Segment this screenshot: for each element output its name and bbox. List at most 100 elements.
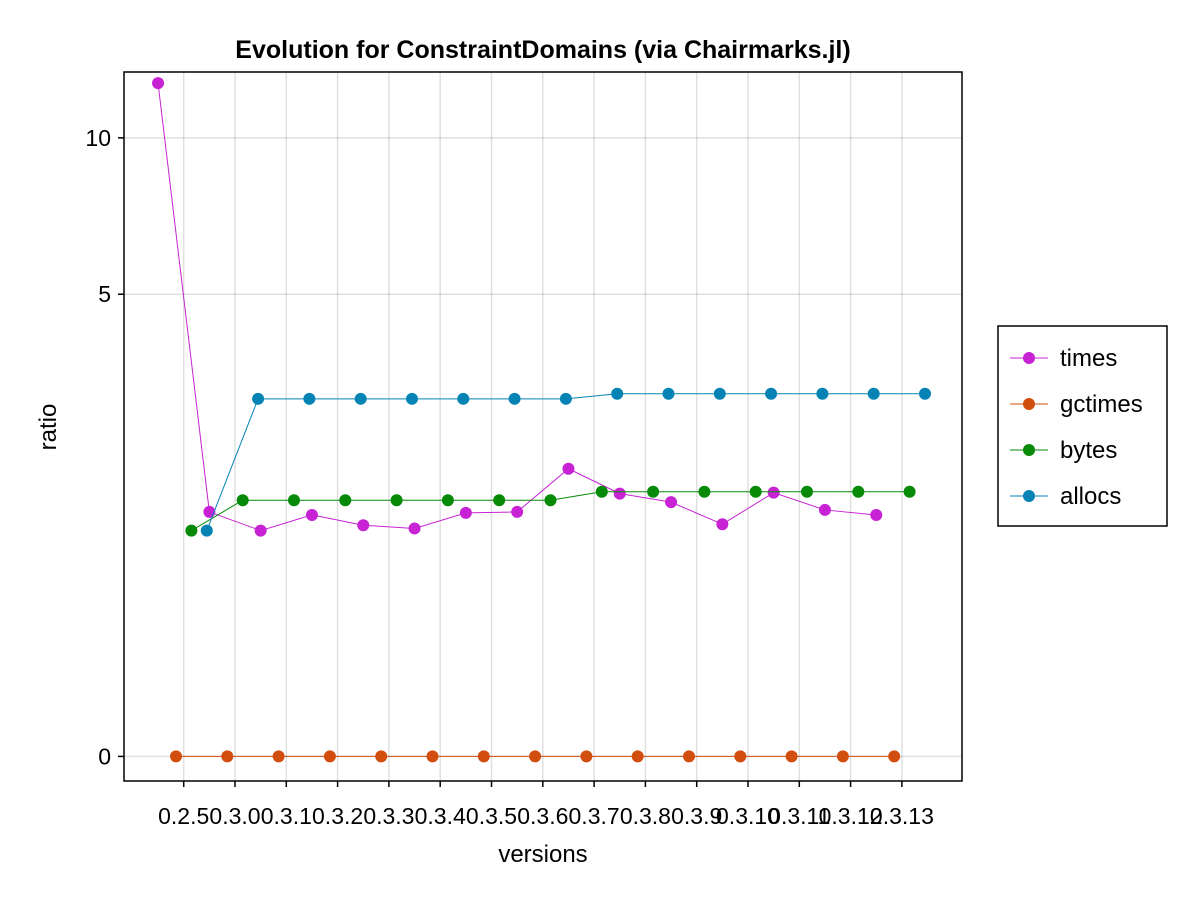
legend-label: bytes [1060,437,1117,464]
gctimes-point [426,750,439,763]
times-point [152,77,165,90]
legend-item-gctimes: gctimes [1010,391,1143,418]
allocs-point [354,392,367,405]
allocs-point [405,392,418,405]
gctimes-point [888,750,901,763]
legend-swatch-marker [1023,352,1035,364]
gctimes-point [221,750,234,763]
y-axis-ticks: 0 5 10 [85,125,124,769]
bytes-point [287,494,300,507]
allocs-point [611,387,624,400]
x-tick-label: 0.3.11 [768,803,830,829]
grid [124,72,962,781]
legend-item-allocs: allocs [1010,483,1121,510]
x-tick-label: 0.3.8 [620,803,671,829]
x-tick-label: 0.3.12 [819,803,883,829]
bytes-point [390,494,403,507]
gctimes-point [529,750,542,763]
x-tick-label: 0.3.2 [312,803,363,829]
plot-area [152,77,931,763]
bytes-point [595,485,608,498]
legend-swatch-marker [1023,490,1035,502]
x-tick-label: 0.3.9 [671,803,722,829]
times-point [357,519,370,532]
gctimes-point [580,750,593,763]
bytes-point [800,485,813,498]
legend: times gctimes bytes allocs [997,325,1168,527]
times-line [157,83,877,532]
gctimes-point [836,750,849,763]
x-axis-label: versions [498,841,587,868]
legend-label: times [1060,345,1117,372]
chart-title: Evolution for ConstraintDomains (via Cha… [235,36,850,64]
times-point [716,518,729,531]
x-tick-label: 0.3.6 [517,803,568,829]
allocs-point [508,392,521,405]
x-tick-label: 0.3.1 [261,803,312,829]
x-tick-label: 0.3.13 [870,803,934,829]
legend-swatch-marker [1023,398,1035,410]
bytes-point [441,494,454,507]
times-point [305,508,318,521]
series-gctimes [170,750,901,763]
x-tick-label: 0.3.4 [415,803,466,829]
legend-item-bytes: bytes [1010,437,1117,464]
y-tick-label: 10 [85,125,111,151]
x-tick-label: 0.3.7 [569,803,620,829]
bytes-point [698,485,711,498]
gctimes-point [477,750,490,763]
legend-label: allocs [1060,483,1121,510]
x-axis-ticks: 0.2.5 0.3.0 0.3.1 0.3.2 0.3.3 0.3.4 0.3.5 0.3.6… [158,781,934,829]
series-times [152,77,883,537]
x-tick-label: 0.3.5 [466,803,517,829]
bytes-point [185,524,198,537]
times-point [254,524,267,537]
allocs-point [918,387,931,400]
bytes-point [749,485,762,498]
legend-swatch-marker [1023,444,1035,456]
gctimes-point [734,750,747,763]
bytes-point [493,494,506,507]
allocs-point [200,524,213,537]
times-point [459,506,472,519]
y-axis-label: ratio [35,404,62,451]
bytes-point [852,485,865,498]
bytes-point [339,494,352,507]
gctimes-point [683,750,696,763]
gctimes-point [323,750,336,763]
allocs-point [303,392,316,405]
x-tick-label: 0.3.3 [363,803,414,829]
times-point [613,487,626,500]
bytes-point [647,485,660,498]
x-tick-label: 0.3.10 [716,803,780,829]
allocs-point [252,392,265,405]
legend-label: gctimes [1060,391,1143,418]
allocs-point [559,392,572,405]
y-tick-label: 5 [98,281,111,307]
x-tick-label: 0.3.0 [209,803,260,829]
allocs-point [713,387,726,400]
times-point [408,522,421,535]
gctimes-point [170,750,183,763]
series-allocs [200,387,931,537]
allocs-point [867,387,880,400]
bytes-point [236,494,249,507]
allocs-point [765,387,778,400]
allocs-point [816,387,829,400]
bytes-point [903,485,916,498]
times-point [870,508,883,521]
series-bytes [185,485,916,537]
allocs-point [662,387,675,400]
times-point [818,503,831,516]
times-point [767,486,780,499]
allocs-point [457,392,470,405]
times-point [511,505,524,518]
legend-frame [997,325,1168,527]
gctimes-point [272,750,285,763]
bytes-point [544,494,557,507]
times-point [665,496,678,509]
gctimes-point [785,750,798,763]
legend-item-times: times [1010,345,1117,372]
gctimes-point [375,750,388,763]
